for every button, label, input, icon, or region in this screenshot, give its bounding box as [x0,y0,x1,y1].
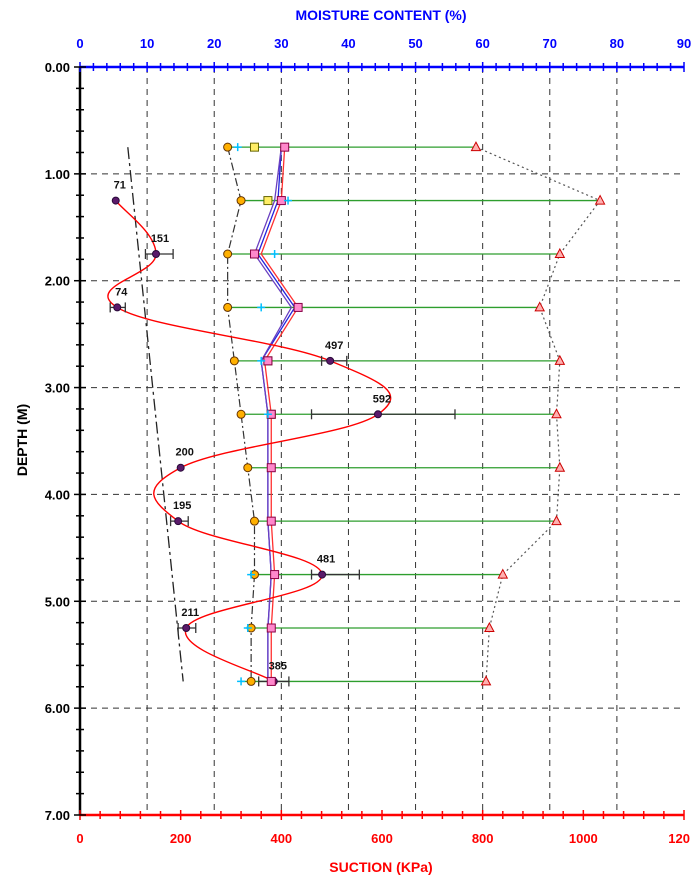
trend-dashed-line [127,147,184,682]
suction-point [182,624,191,632]
moisture-point-triangle [594,194,606,205]
top-tick-label: 80 [610,36,624,51]
moisture-point-triangle [554,354,566,365]
suction-data-label: 481 [317,554,335,566]
suction-data-label: 385 [269,660,287,672]
suction-data-label: 200 [175,447,193,459]
suction-point [318,570,327,579]
moisture-point-square-pink [266,676,276,686]
moisture-point-triangle [470,141,482,152]
bottom-tick-label: 600 [371,831,393,846]
top-tick-label: 0 [76,36,83,51]
moisture-point-square-yellow [249,142,259,152]
bottom-tick-label: 400 [270,831,292,846]
left-tick-label: 3.00 [45,381,70,396]
moisture-lines [227,146,602,683]
left-axis-title: DEPTH (M) [14,404,30,476]
moisture-point-triangle [551,408,562,419]
trend-line [127,147,184,682]
suction-data-label: 195 [173,500,191,512]
top-tick-label: 20 [207,36,221,51]
moisture-point-plus [257,303,266,312]
moisture-point-circle [246,676,256,686]
suction-data-label: 211 [181,607,199,619]
left-tick-label: 1.00 [45,167,70,182]
moisture-dashed-line [227,146,256,682]
moisture-point-square-pink [266,516,276,526]
suction-data-label: 71 [114,180,126,192]
top-axis-title: MOISTURE CONTENT (%) [295,7,466,23]
moisture-point-plus [263,410,272,419]
moisture-point-plus [257,356,266,365]
moisture-point-circle [223,302,233,312]
suction-point [176,463,185,472]
moisture-point-triangle [484,621,495,632]
top-tick-label: 50 [408,36,422,51]
suction-point [373,410,382,419]
moisture-point-triangle [554,247,566,258]
top-tick-label: 60 [475,36,489,51]
top-tick-label: 40 [341,36,355,51]
left-tick-label: 0.00 [45,60,70,75]
suction-data-label: 151 [151,233,169,245]
moisture-point-square-pink [293,302,303,312]
axes: 0 10 20 30 40 50 60 70 80 900 200 400 600 800 1000 1200… [45,36,692,846]
left-tick-label: 4.00 [45,487,70,502]
moisture-point-circle [223,249,233,259]
top-tick-label: 10 [140,36,154,51]
moisture-point-square-pink [249,249,259,259]
moisture-point-plus [270,250,279,258]
bottom-tick-label: 800 [472,831,494,846]
moisture-point-circle [229,356,239,366]
moisture-point-plus [237,677,246,686]
suction-series [107,196,456,687]
moisture-point-triangle [480,675,492,686]
suction-point [111,196,120,205]
top-tick-label: 70 [543,36,557,51]
moisture-point-plus [247,570,256,579]
bottom-tick-label: 200 [170,831,192,846]
moisture-markers [223,141,606,686]
moisture-point-triangle [497,568,509,579]
moisture-point-square-pink [280,142,290,152]
moisture-point-circle [249,516,259,526]
liquid-limit-line [475,146,602,682]
left-tick-label: 6.00 [45,701,70,716]
suction-point [326,356,335,365]
moisture-point-plus [284,196,293,205]
suction-data-label: 497 [325,340,343,352]
moisture-point-square-yellow [263,196,273,206]
top-tick-label: 90 [677,36,691,51]
top-tick-label: 30 [274,36,288,51]
moisture-point-square-pink [270,570,280,580]
bottom-axis-title: SUCTION (KPa) [329,859,432,875]
suction-labels: 71 151 74 497 592 200 195 481 211 385 [114,180,392,673]
moisture-point-triangle [554,461,566,472]
suction-point [113,303,122,312]
suction-point [152,250,161,258]
moisture-point-triangle [551,515,562,526]
left-tick-label: 7.00 [45,808,70,823]
moisture-point-square-pink [266,463,276,473]
bottom-tick-label: 0 [76,831,83,846]
moisture-point-circle [243,463,253,473]
suction-curve [107,200,392,683]
suction-data-label: 592 [373,393,391,405]
left-tick-label: 5.00 [45,594,70,609]
moisture-point-plus [233,143,242,152]
left-tick-label: 2.00 [45,274,70,289]
moisture-point-square-pink [266,623,276,633]
suction-data-label: 74 [115,286,128,298]
moisture-point-plus [243,624,252,632]
grid-lines [80,67,684,815]
moisture-point-circle [236,196,246,206]
moisture-point-circle [223,142,233,152]
suction-point [174,517,183,526]
moisture-point-triangle [534,301,546,312]
bottom-tick-label: 1000 [569,831,598,846]
bottom-tick-label: 120 [668,831,690,846]
moisture-point-circle [236,409,246,419]
